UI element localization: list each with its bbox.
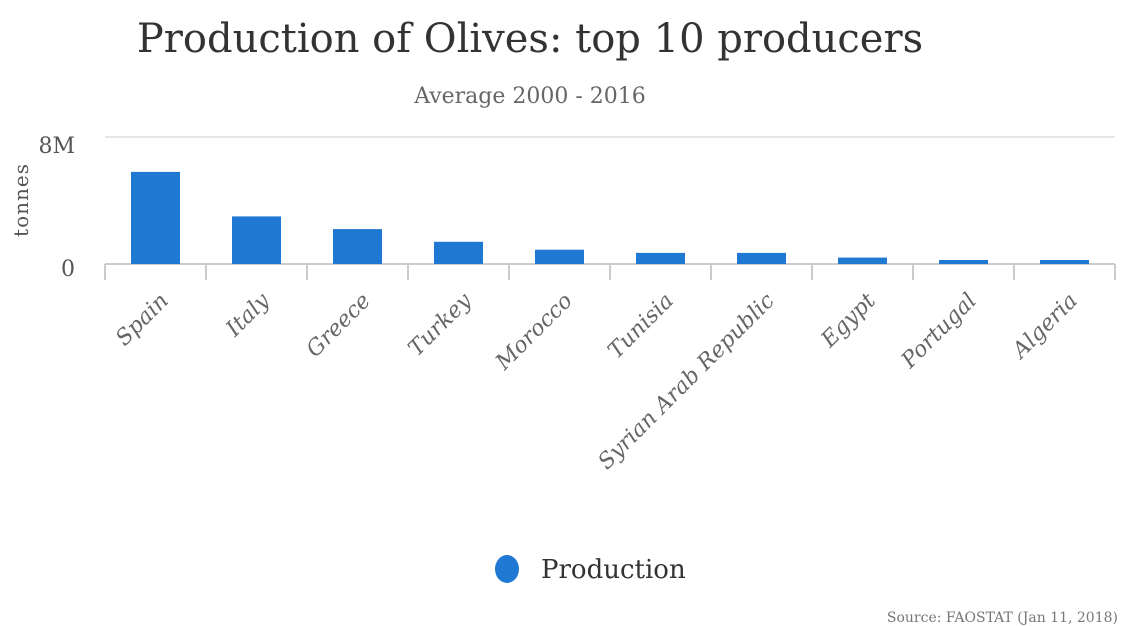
bar-egypt[interactable]: [838, 257, 887, 264]
source-credit: Source: FAOSTAT (Jan 11, 2018): [887, 610, 1118, 626]
bar-syrian-arab-republic[interactable]: [737, 252, 786, 264]
bar-tunisia[interactable]: [636, 252, 685, 264]
category-labels: Spain Italy Greece Turkey Morocco TunisiaSyri…: [111, 288, 1083, 475]
bar-series: [131, 171, 1089, 264]
x-axis-ticks: [104, 264, 1116, 280]
category-label: Italy: [221, 288, 275, 342]
bar-spain[interactable]: [131, 171, 180, 264]
category-label: Syrian Arab Republic: [594, 289, 780, 475]
y-tick-max: 8M: [38, 134, 75, 159]
bar-morocco[interactable]: [535, 249, 584, 264]
bar-portugal[interactable]: [939, 260, 988, 264]
legend[interactable]: Production: [495, 555, 686, 585]
category-label: Portugal: [896, 289, 982, 375]
category-label: Algeria: [1007, 289, 1083, 365]
bar-italy[interactable]: [232, 216, 281, 264]
category-label: Greece: [302, 289, 376, 363]
legend-marker: [495, 555, 519, 583]
category-label: Spain: [111, 289, 174, 352]
category-label: Egypt: [816, 288, 881, 353]
legend-label: Production: [541, 555, 686, 585]
bar-turkey[interactable]: [434, 241, 483, 264]
y-axis-title: tonnes: [9, 163, 33, 237]
category-label: Turkey: [404, 288, 477, 361]
category-label: Morocco: [490, 289, 577, 376]
chart-subtitle: Average 2000 - 2016: [413, 84, 646, 109]
y-tick-zero: 0: [61, 257, 75, 282]
category-label: Tunisia: [603, 289, 678, 364]
chart-title: Production of Olives: top 10 producers: [137, 16, 923, 62]
bar-greece[interactable]: [333, 229, 382, 264]
bar-algeria[interactable]: [1040, 260, 1089, 264]
